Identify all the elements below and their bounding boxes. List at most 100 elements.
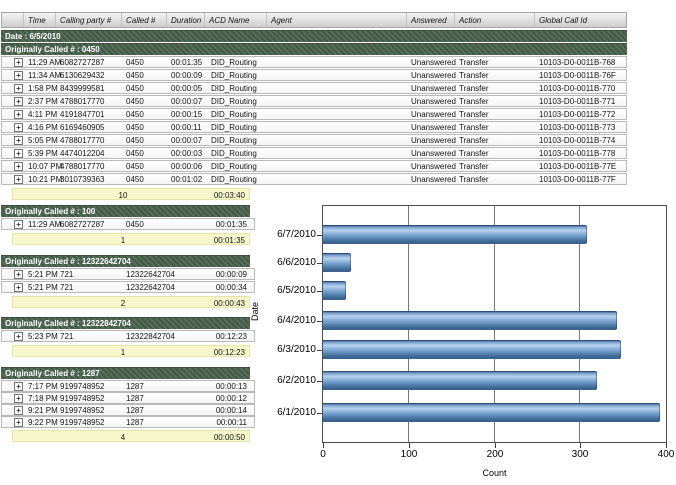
- cell-action: Transfer: [459, 83, 489, 93]
- expand-plus-icon[interactable]: +: [14, 219, 23, 229]
- summary-call-count: 4: [120, 433, 126, 442]
- cell-time: 5:23 PM: [28, 331, 58, 341]
- cell-action: Transfer: [459, 148, 489, 158]
- cell-duration: 00:00:12: [215, 393, 247, 403]
- cell-answered: Unanswered: [411, 161, 456, 171]
- expand-plus-icon[interactable]: +: [14, 148, 23, 158]
- cell-acd-name: DID_Routing: [211, 122, 257, 132]
- cell-called: 0450: [126, 122, 144, 132]
- table-header-row: Time Calling party # Called # Duration A…: [1, 12, 627, 28]
- cell-acd-name: DID_Routing: [211, 57, 257, 67]
- x-axis-tick: [666, 443, 667, 448]
- expand-plus-icon[interactable]: +: [14, 393, 23, 403]
- expand-cell: +: [2, 135, 24, 145]
- cell-acd-name: DID_Routing: [211, 148, 257, 158]
- expand-plus-icon[interactable]: +: [14, 161, 23, 171]
- cell-duration: 00:01:35: [171, 57, 203, 67]
- x-axis-tick: [495, 443, 496, 448]
- cell-time: 4:16 PM: [28, 122, 58, 132]
- expand-plus-icon[interactable]: +: [14, 70, 23, 80]
- cell-duration: 00:00:07: [171, 96, 203, 106]
- summary-call-count: 1: [120, 348, 126, 357]
- y-axis-category-label: 6/2/2010: [277, 375, 316, 386]
- table-row: +10:07 PM 4788017770 0450 00:00:06 DID_Routi…: [1, 160, 627, 172]
- cell-duration: 00:00:13: [215, 381, 247, 391]
- cell-calling-party: 9199748952: [60, 405, 105, 415]
- cell-time: 10:21 PM: [28, 174, 63, 184]
- cell-calling-party: 4788017770: [60, 135, 105, 145]
- group-summary-row: 1 00:01:35: [12, 233, 250, 245]
- table-row: +5:21 PM 721 12322642704 00:00:09: [1, 268, 255, 280]
- cell-called: 12322642704: [126, 282, 175, 292]
- expand-plus-icon[interactable]: +: [14, 83, 23, 93]
- y-axis-tick: [317, 321, 322, 322]
- cell-calling-party: 721: [60, 269, 74, 279]
- x-axis-tick: [580, 443, 581, 448]
- column-header-answered: Answered: [407, 13, 455, 27]
- expand-plus-icon[interactable]: +: [14, 174, 23, 184]
- expand-plus-icon[interactable]: +: [14, 122, 23, 132]
- cell-calling-party: 721: [60, 282, 74, 292]
- cell-called: 0450: [126, 148, 144, 158]
- cell-acd-name: DID_Routing: [211, 161, 257, 171]
- y-axis-tick: [317, 291, 322, 292]
- group-summary-row: 1 00:12:23: [12, 345, 250, 357]
- cell-calling-party: 6169460905: [60, 122, 105, 132]
- cell-answered: Unanswered: [411, 148, 456, 158]
- group-summary-row: 4 00:00:50: [12, 430, 250, 442]
- column-header-agent: Agent: [267, 13, 407, 27]
- expand-plus-icon[interactable]: +: [14, 405, 23, 415]
- called-group-band: Originally Called # : 12322842704: [1, 317, 250, 329]
- cell-global-call-id: 10103-D0-0011B-772: [539, 109, 616, 119]
- expand-plus-icon[interactable]: +: [14, 57, 23, 67]
- table-row: +9:22 PM 9199748952 1287 00:00:11: [1, 416, 255, 428]
- table-row: +2:37 PM 4788017770 0450 00:00:07 DID_Routin…: [1, 95, 627, 107]
- table-row: +11:29 AM 6082727287 0450 00:01:35: [1, 218, 255, 230]
- expand-plus-icon[interactable]: +: [14, 381, 23, 391]
- expand-plus-icon[interactable]: +: [14, 135, 23, 145]
- cell-duration: 00:00:06: [171, 161, 203, 171]
- cell-time: 5:05 PM: [28, 135, 58, 145]
- x-axis-tick-label: 0: [320, 449, 326, 460]
- expand-plus-icon[interactable]: +: [14, 96, 23, 106]
- chart-bar: [323, 403, 660, 422]
- expand-plus-icon[interactable]: +: [14, 282, 23, 292]
- date-group-band: Date : 6/5/2010: [1, 30, 627, 42]
- cell-calling-party: 4191847701: [60, 109, 105, 119]
- cell-calling-party: 9199748952: [60, 393, 105, 403]
- expand-cell: +: [2, 148, 24, 158]
- cell-calling-party: 9199748952: [60, 417, 105, 427]
- expand-cell: +: [2, 269, 24, 279]
- cell-time: 4:11 PM: [28, 109, 58, 119]
- expand-plus-icon[interactable]: +: [14, 269, 23, 279]
- column-header-expand: [2, 13, 24, 27]
- cell-answered: Unanswered: [411, 83, 456, 93]
- cell-action: Transfer: [459, 70, 489, 80]
- cell-acd-name: DID_Routing: [211, 174, 257, 184]
- chart-bar: [323, 340, 621, 359]
- cell-acd-name: DID_Routing: [211, 83, 257, 93]
- table-row: +5:39 PM 4474012204 0450 00:00:03 DID_Routin…: [1, 147, 627, 159]
- expand-cell: +: [2, 331, 24, 341]
- expand-cell: +: [2, 381, 24, 391]
- cell-duration: 00:00:34: [215, 282, 247, 292]
- cell-called: 0450: [126, 161, 144, 171]
- column-header-acd-name: ACD Name: [205, 13, 267, 27]
- y-axis-category-label: 6/6/2010: [277, 257, 316, 268]
- expand-cell: +: [2, 70, 24, 80]
- expand-plus-icon[interactable]: +: [14, 417, 23, 427]
- summary-call-count: 2: [120, 299, 126, 308]
- table-row: +5:05 PM 4788017770 0450 00:00:07 DID_Routin…: [1, 134, 627, 146]
- cell-acd-name: DID_Routing: [211, 70, 257, 80]
- cell-global-call-id: 10103-D0-0011B-77E: [539, 161, 617, 171]
- cell-duration: 00:01:35: [215, 219, 247, 229]
- expand-cell: +: [2, 417, 24, 427]
- cell-acd-name: DID_Routing: [211, 109, 257, 119]
- summary-total-duration: 00:03:40: [213, 191, 245, 200]
- cell-called: 12322642704: [126, 269, 175, 279]
- column-header-time: Time: [24, 13, 56, 27]
- expand-plus-icon[interactable]: +: [14, 331, 23, 341]
- expand-plus-icon[interactable]: +: [14, 109, 23, 119]
- cell-calling-party: 9199748952: [60, 381, 105, 391]
